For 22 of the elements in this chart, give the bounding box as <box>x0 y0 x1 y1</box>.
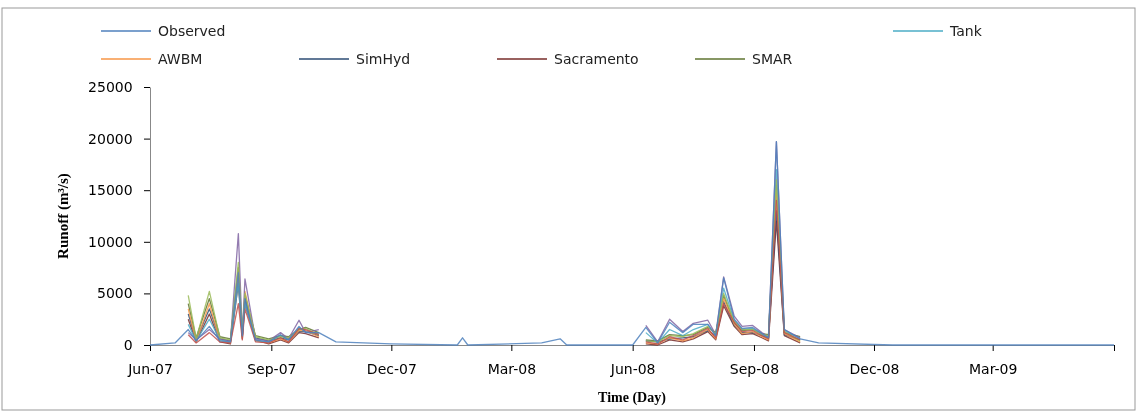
y-tick-label: 25000 <box>88 78 133 95</box>
y-tick-label: 0 <box>123 336 133 353</box>
y-tick-label: 15000 <box>88 182 133 199</box>
y-tick-label: 20000 <box>88 130 133 147</box>
x-axis-title: Time (Day) <box>598 390 667 406</box>
y-tick-label: 10000 <box>88 233 133 250</box>
y-tick-label: 5000 <box>96 285 133 302</box>
x-tick-label: Dec-08 <box>849 360 900 377</box>
x-tick-label: Jun-08 <box>609 360 656 377</box>
legend-label: Sacramento <box>554 51 639 67</box>
x-tick-label: Mar-08 <box>487 360 537 377</box>
x-tick-label: Jun-07 <box>127 360 173 377</box>
legend-label: SimHyd <box>356 51 411 67</box>
legend-label: AWBM <box>158 51 203 67</box>
x-tick-label: Dec-07 <box>366 360 417 377</box>
legend-label: Observed <box>158 23 226 39</box>
y-axis-title: Runoff (m³/s) <box>55 173 72 259</box>
x-tick-label: Sep-08 <box>729 360 780 377</box>
legend-label: Tank <box>949 23 983 39</box>
x-tick-label: Mar-09 <box>968 360 1018 377</box>
legend-label: SMAR <box>752 51 793 67</box>
x-tick-label: Sep-07 <box>247 360 297 377</box>
